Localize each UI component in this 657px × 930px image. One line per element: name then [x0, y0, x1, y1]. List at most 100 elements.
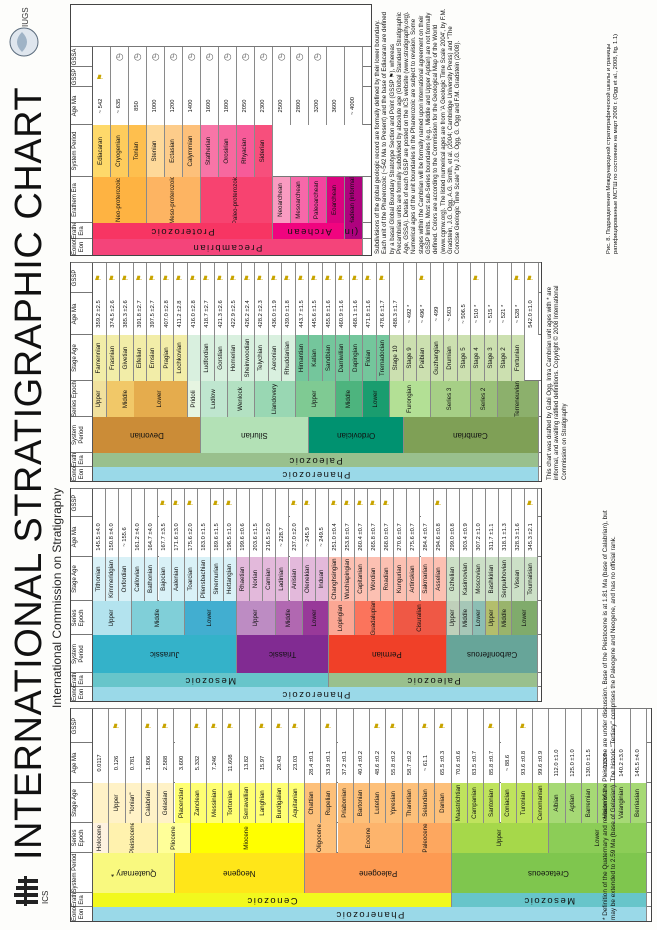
- age-value-text: 99.6 ±0.9: [537, 750, 544, 776]
- series-lower-label: Lower: [310, 609, 318, 627]
- era-mesoproterozoic: Meso-proterozoic: [147, 177, 201, 223]
- series-middle: Middle: [459, 601, 473, 635]
- gssp-flag-icon: ⚑: [372, 722, 382, 730]
- stage: Darriwilian: [336, 335, 350, 381]
- age-value: 55.8 ±0.2: [386, 743, 403, 783]
- age-value: 345.3 ±2.1: [525, 517, 539, 557]
- gssp-flag-icon: ⚑: [525, 489, 539, 517]
- period-label: Rhyacian: [241, 138, 249, 164]
- gssa-clock-icon: ◷: [222, 53, 233, 61]
- period-label: Statherian: [205, 136, 213, 166]
- ics-logo: ICS: [14, 876, 50, 906]
- gssp-flag-icon: ⚑: [377, 274, 387, 282]
- age-value: ~ 496 *: [417, 293, 431, 335]
- stage: Pliensbachian: [197, 557, 211, 601]
- age-value: ~ 61.1: [419, 743, 436, 783]
- gssp-flag-icon: ⚑: [435, 709, 452, 743]
- system-neogene: Neogene: [174, 853, 305, 893]
- gssp-flag-icon: [403, 263, 417, 293]
- age-value-text: 1200: [170, 99, 177, 113]
- gssp-flag-icon: ⚑: [172, 499, 182, 507]
- col-eonothem: Eonothem Eon Precambrian: [71, 238, 371, 255]
- eonothem-header: Eonothem Eon: [71, 239, 93, 255]
- eonothem-header: Eonothem Eon: [71, 467, 93, 481]
- age-value-text: 85.8 ±0.7: [488, 750, 495, 776]
- stage: Aeronian: [268, 335, 282, 381]
- gssa-clock-icon: ◷: [312, 53, 323, 61]
- age-value: 471.8 ±1.6: [363, 293, 377, 335]
- stage: Oxfordian: [119, 557, 133, 601]
- gssp-flag-icon: ⚑: [437, 722, 447, 730]
- period-label: Stenian: [151, 140, 159, 162]
- stage-text: Bajocian: [160, 567, 168, 591]
- gssp-header: GSSP: [71, 489, 93, 517]
- gssa-clock-icon: ◷: [294, 53, 305, 61]
- age-value-text: ~ 4000: [350, 97, 357, 115]
- series-series3-label: Series 3: [446, 387, 454, 411]
- age-value-text: 140.2 ±3.0: [619, 749, 626, 777]
- age-value: 7.246: [207, 743, 224, 783]
- stage-text: Anisian: [291, 568, 299, 590]
- age-value: 183.0 ±1.5: [197, 517, 211, 557]
- stage: Turonian: [516, 783, 534, 823]
- age-value: 428.2 ±2.3: [255, 293, 269, 335]
- gssa-clock-icon: ◷: [165, 47, 183, 67]
- gssp-flag-icon: [304, 709, 322, 743]
- age-value-text: 421.3 ±2.6: [217, 300, 224, 328]
- period: Orosirian: [219, 125, 237, 177]
- iugs-label: IUGS: [21, 7, 30, 27]
- age-value-text: 311.7 ±1.1: [488, 523, 495, 551]
- gssp-flag-icon: ⚑: [144, 722, 154, 730]
- age-value-text: 850: [134, 101, 141, 111]
- era-paleozoic-label: Paleozoic: [405, 675, 461, 687]
- age-value-text: 65.5 ±0.3: [439, 750, 446, 776]
- stage: Callovian: [132, 557, 146, 601]
- gssa-clock-icon: ◷: [240, 53, 251, 61]
- eon-hadean-label: Hadean (informal): [345, 226, 363, 238]
- col-system: System Period Ediacaran Cryogenian Tonian St…: [71, 124, 371, 177]
- series-upper: Upper: [451, 823, 550, 853]
- stage: Wordian: [368, 557, 382, 601]
- age-value-text: 294.6 ±0.8: [436, 523, 443, 551]
- col-erathem: Erathem Era Neo-proterozoic Meso-proterozo…: [71, 176, 371, 223]
- series-lopingian-label: Lopingian: [337, 604, 345, 632]
- gssp-flag-icon: ⚑: [224, 499, 234, 507]
- age-value-text: 1400: [188, 99, 195, 113]
- age-value: 189.6 ±1.5: [210, 517, 224, 557]
- stage: Telychian: [255, 335, 269, 381]
- stage: Pragian: [160, 335, 174, 381]
- series-lopingian: Lopingian: [328, 601, 355, 635]
- stage-text: Kungurian: [396, 564, 404, 594]
- age-value: 284.4 ±0.7: [420, 517, 434, 557]
- age-value: ~ 499: [430, 293, 444, 335]
- gssp-flag-icon: [486, 489, 500, 517]
- age-value-text: 112.0 ±1.0: [553, 749, 560, 777]
- age-value: 1800: [219, 87, 237, 125]
- col-age: Age Ma 0.0117 0.126 0.781 1.806 2.588 3.600 5.3…: [71, 742, 651, 783]
- gssp-flag-icon: ⚑: [256, 274, 266, 282]
- series-guadalupian-label: Guadalupian: [369, 601, 377, 635]
- gssa-clock-icon: ◷: [201, 47, 219, 67]
- era-neoarchean-label: Neoarchean: [277, 183, 285, 217]
- stage-text: Aquitanian: [292, 788, 300, 818]
- system-devonian-label: Devonian: [129, 431, 164, 441]
- age-value-text: 397.5 ±2.7: [150, 300, 157, 328]
- stage-text: Santonian: [487, 789, 495, 817]
- gssa-clock-icon: ◷: [291, 47, 309, 67]
- age-value-text: 3.600: [178, 755, 185, 771]
- era-eoarchean-label: Eoarchean: [331, 185, 339, 215]
- series-upper-label: Upper: [448, 609, 456, 627]
- stage: Toarcian: [184, 557, 198, 601]
- gssa-clock-icon: ◷: [237, 47, 255, 67]
- age-value-text: 460.9 ±1.6: [339, 300, 346, 328]
- stage-text: Gzhelian: [448, 566, 456, 592]
- age-value-text: 0.0117: [97, 754, 104, 772]
- eonothem-header: Eonothem Eon: [71, 907, 93, 921]
- series-lower-label: Lower: [155, 390, 163, 408]
- series-oligocene-label: Oligocene: [316, 824, 324, 852]
- stage-text: Bartonian: [357, 789, 365, 817]
- gssp-flag-icon: ⚑: [171, 489, 185, 517]
- age-value: 2.588: [158, 743, 175, 783]
- panel-jurassic-carboniferous: Eonothem Eon Phanerozoic Erathem Era Mesozo…: [70, 488, 542, 702]
- eonothem-header: Eonothem Eon: [71, 687, 93, 701]
